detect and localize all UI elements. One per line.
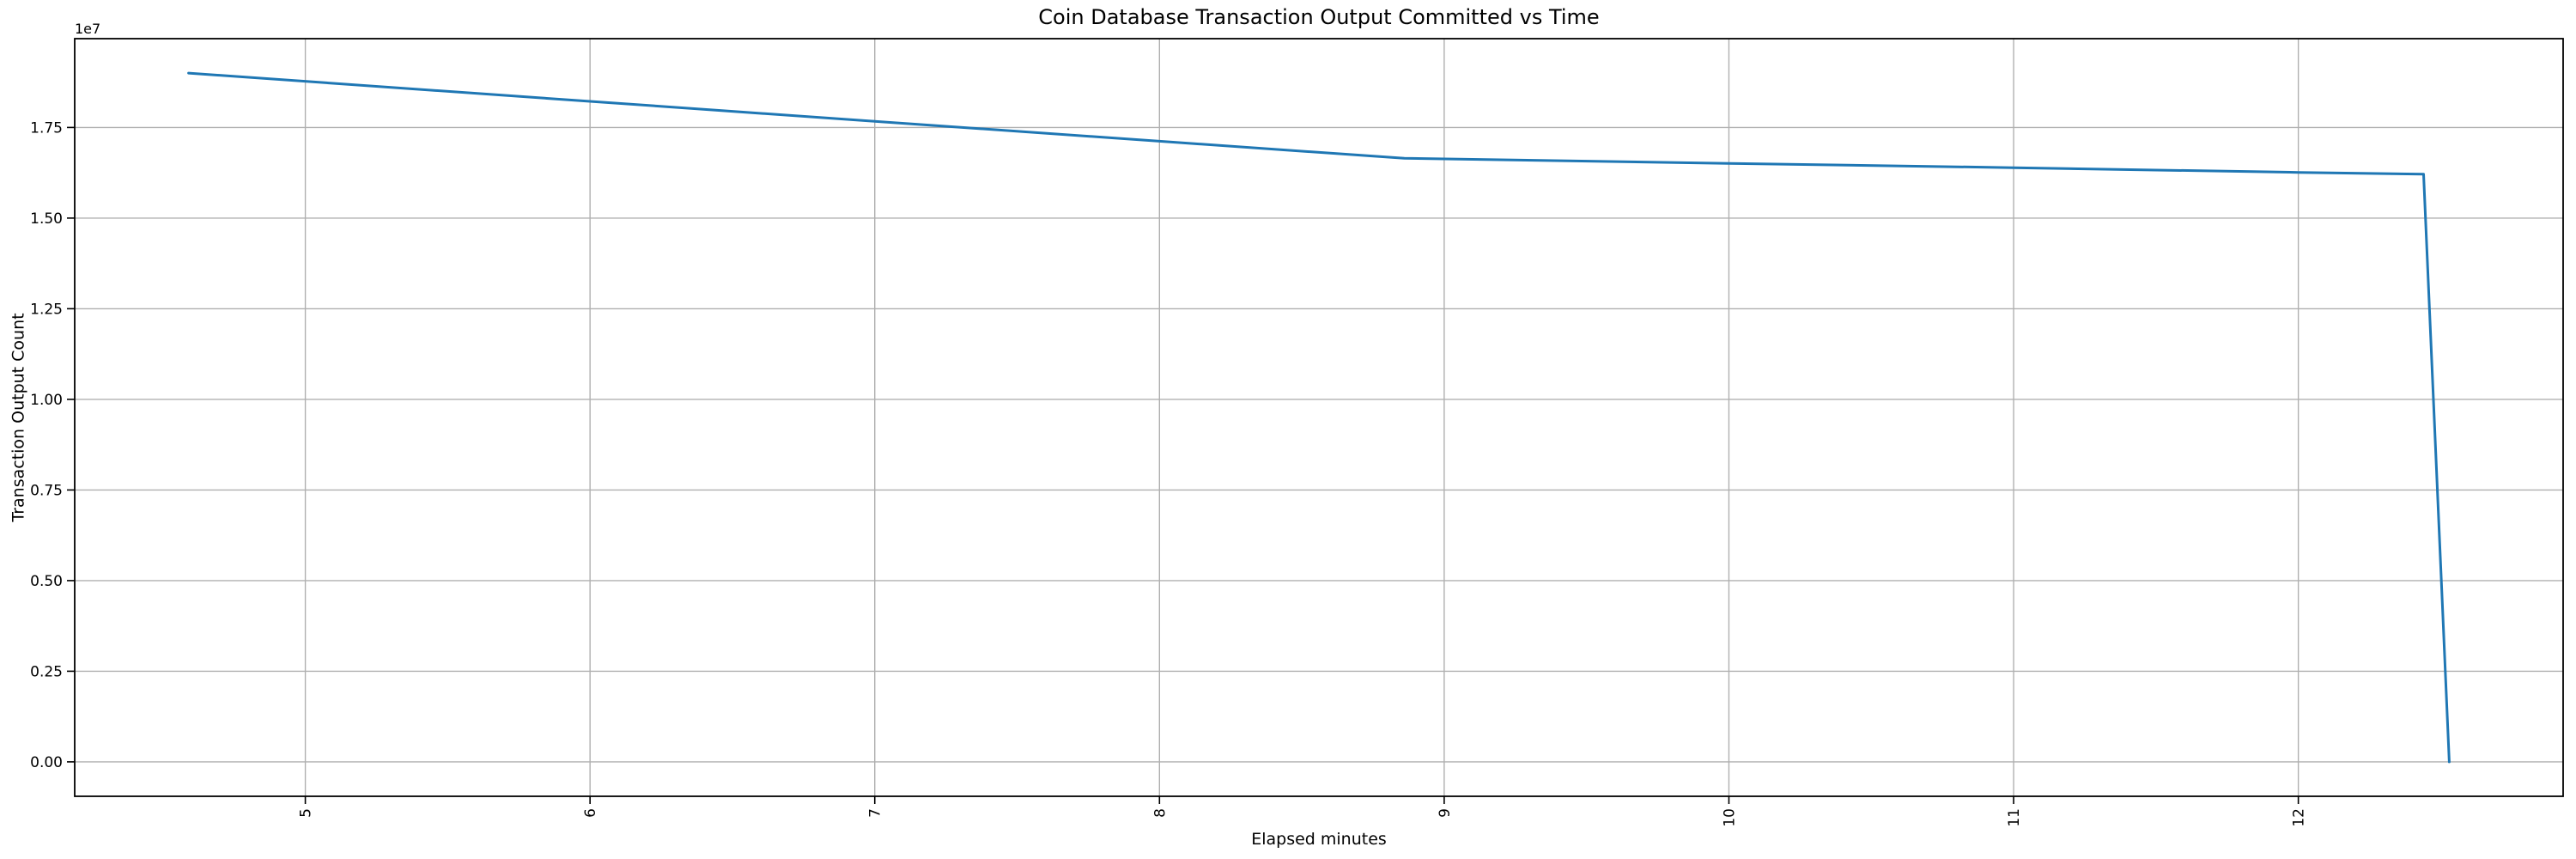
y-axis-label: Transaction Output Count	[9, 313, 28, 522]
y-tick-label: 0.75	[30, 482, 63, 499]
x-tick-label: 10	[1721, 808, 1738, 827]
y-tick-label: 1.00	[30, 392, 63, 409]
y-tick-label: 0.25	[30, 663, 63, 680]
y-tick-label: 1.50	[30, 210, 63, 228]
y-tick-label: 1.25	[30, 301, 63, 318]
y-tick-label: 0.50	[30, 573, 63, 590]
y-tick-label: 0.00	[30, 754, 63, 771]
x-tick-label: 8	[1151, 808, 1169, 818]
x-axis-label: Elapsed minutes	[1251, 830, 1387, 849]
x-tick-label: 12	[2291, 808, 2308, 827]
y-axis-offset-text: 1e7	[75, 21, 100, 37]
data-line-series	[187, 71, 2451, 764]
axes-spines	[74, 38, 2564, 797]
x-tick-label: 9	[1437, 808, 1454, 818]
x-tick-label: 7	[867, 808, 884, 818]
y-tick-label: 1.75	[30, 119, 63, 137]
x-tick-label: 6	[582, 808, 599, 818]
x-tick-label: 11	[2006, 808, 2023, 827]
chart-title: Coin Database Transaction Output Committ…	[1038, 5, 1600, 29]
x-tick-label: 5	[298, 808, 315, 818]
